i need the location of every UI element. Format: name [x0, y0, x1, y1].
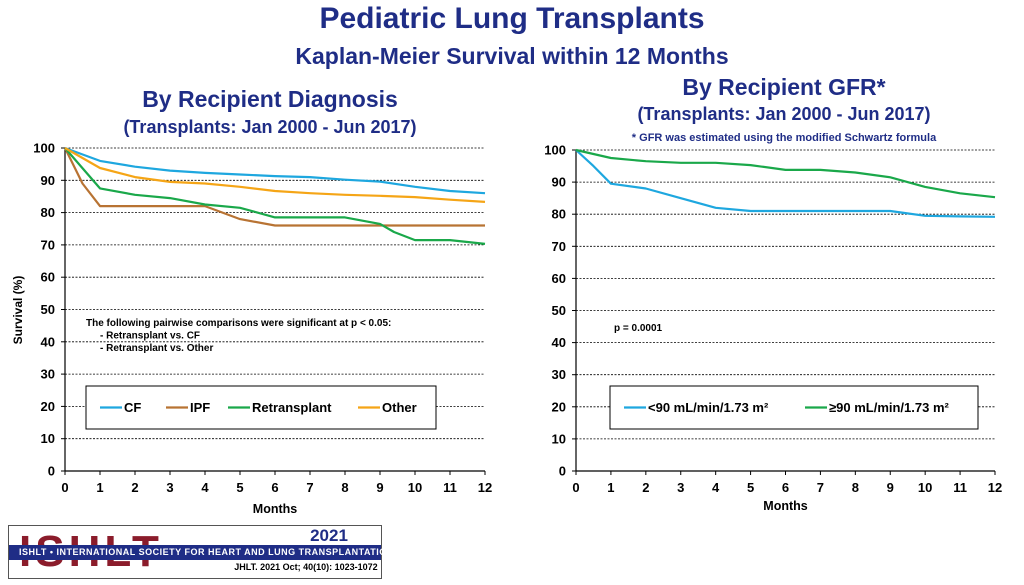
logo-citation: JHLT. 2021 Oct; 40(10): 1023-1072	[231, 562, 381, 572]
right-x-tick-label: 0	[572, 480, 579, 495]
right-chart-title: By Recipient GFR*	[682, 74, 886, 100]
left-annotation-line: - Retransplant vs. Other	[100, 343, 213, 354]
right-y-tick-label: 90	[552, 175, 566, 190]
left-annotation-line: The following pairwise comparisons were …	[86, 318, 391, 329]
right-series--90-ml-min-1-73-m-	[575, 149, 996, 218]
left-series-ipf	[64, 147, 485, 227]
right-y-tick-label: 0	[559, 464, 566, 479]
left-x-tick-label: 7	[306, 480, 313, 495]
right-x-tick-label: 7	[817, 480, 824, 495]
right-y-tick-label: 30	[552, 367, 566, 382]
logo-band-text: ISHLT • INTERNATIONAL SOCIETY FOR HEART …	[19, 547, 394, 557]
right-y-tick-label: 100	[544, 143, 566, 158]
left-series-other	[64, 147, 486, 203]
left-x-tick-label: 11	[443, 480, 457, 495]
right-y-tick-label: 80	[552, 207, 566, 222]
right-y-tick-label: 70	[552, 239, 566, 254]
right-x-tick-label: 9	[887, 480, 894, 495]
left-y-tick-label: 80	[41, 205, 55, 220]
right-chart-subtitle: (Transplants: Jan 2000 - Jun 2017)	[637, 104, 931, 124]
left-x-tick-label: 1	[96, 480, 103, 495]
right-y-tick-label: 50	[552, 303, 566, 318]
right-x-tick-label: 11	[953, 480, 967, 495]
left-x-tick-label: 12	[478, 480, 492, 495]
left-legend-label: Retransplant	[252, 400, 332, 415]
left-x-tick-label: 10	[408, 480, 422, 495]
left-y-tick-label: 10	[41, 431, 55, 446]
left-series-cf	[64, 146, 486, 195]
right-x-tick-label: 6	[782, 480, 789, 495]
right-x-tick-label: 8	[852, 480, 859, 495]
left-x-tick-label: 8	[341, 480, 348, 495]
right-annotation-line: p = 0.0001	[614, 323, 663, 334]
right-chart-footnote: * GFR was estimated using the modified S…	[631, 132, 937, 144]
right-x-tick-label: 10	[918, 480, 932, 495]
left-x-tick-label: 9	[376, 480, 383, 495]
left-x-tick-label: 6	[271, 480, 278, 495]
left-x-tick-label: 2	[131, 480, 138, 495]
right-y-tick-label: 20	[552, 399, 566, 414]
right-x-tick-label: 12	[988, 480, 1002, 495]
left-x-tick-label: 4	[201, 480, 209, 495]
left-y-tick-label: 50	[41, 302, 55, 317]
left-legend-label: IPF	[190, 400, 210, 415]
right-x-tick-label: 1	[607, 480, 614, 495]
left-annotation-line: - Retransplant vs. CF	[100, 331, 200, 342]
left-legend-label: Other	[382, 400, 417, 415]
left-x-tick-label: 5	[236, 480, 243, 495]
right-legend-label: ≥90 mL/min/1.73 m²	[829, 400, 950, 415]
right-legend-label: <90 mL/min/1.73 m²	[648, 400, 769, 415]
left-x-tick-label: 3	[166, 480, 173, 495]
page-subtitle: Kaplan-Meier Survival within 12 Months	[295, 43, 729, 69]
ishlt-logo: ISHLT ISHLT • INTERNATIONAL SOCIETY FOR …	[8, 525, 394, 579]
right-y-tick-label: 60	[552, 271, 566, 286]
right-x-tick-label: 5	[747, 480, 754, 495]
left-y-tick-label: 60	[41, 270, 55, 285]
logo-band	[9, 545, 381, 560]
right-series--90-ml-min-1-73-m-	[575, 148, 996, 199]
left-y-tick-label: 90	[41, 173, 55, 188]
right-x-tick-label: 4	[712, 480, 720, 495]
left-y-tick-label: 70	[41, 237, 55, 252]
left-y-tick-label: 100	[33, 141, 55, 156]
left-x-tick-label: 0	[61, 480, 68, 495]
left-y-tick-label: 20	[41, 399, 55, 414]
left-x-axis-label: Months	[253, 502, 297, 516]
left-chart-title: By Recipient Diagnosis	[142, 86, 398, 112]
right-x-tick-label: 2	[642, 480, 649, 495]
left-legend-label: CF	[124, 400, 141, 415]
left-series-retransplant	[64, 147, 486, 245]
left-y-tick-label: 0	[48, 464, 55, 479]
right-y-tick-label: 10	[552, 431, 566, 446]
right-y-tick-label: 40	[552, 335, 566, 350]
page-title: Pediatric Lung Transplants	[319, 2, 705, 35]
right-x-axis-label: Months	[763, 499, 807, 513]
logo-year: 2021	[310, 526, 348, 545]
left-y-tick-label: 30	[41, 367, 55, 382]
left-chart-subtitle: (Transplants: Jan 2000 - Jun 2017)	[123, 117, 417, 137]
right-legend-box	[609, 385, 979, 430]
right-x-tick-label: 3	[677, 480, 684, 495]
left-y-tick-label: 40	[41, 334, 55, 349]
